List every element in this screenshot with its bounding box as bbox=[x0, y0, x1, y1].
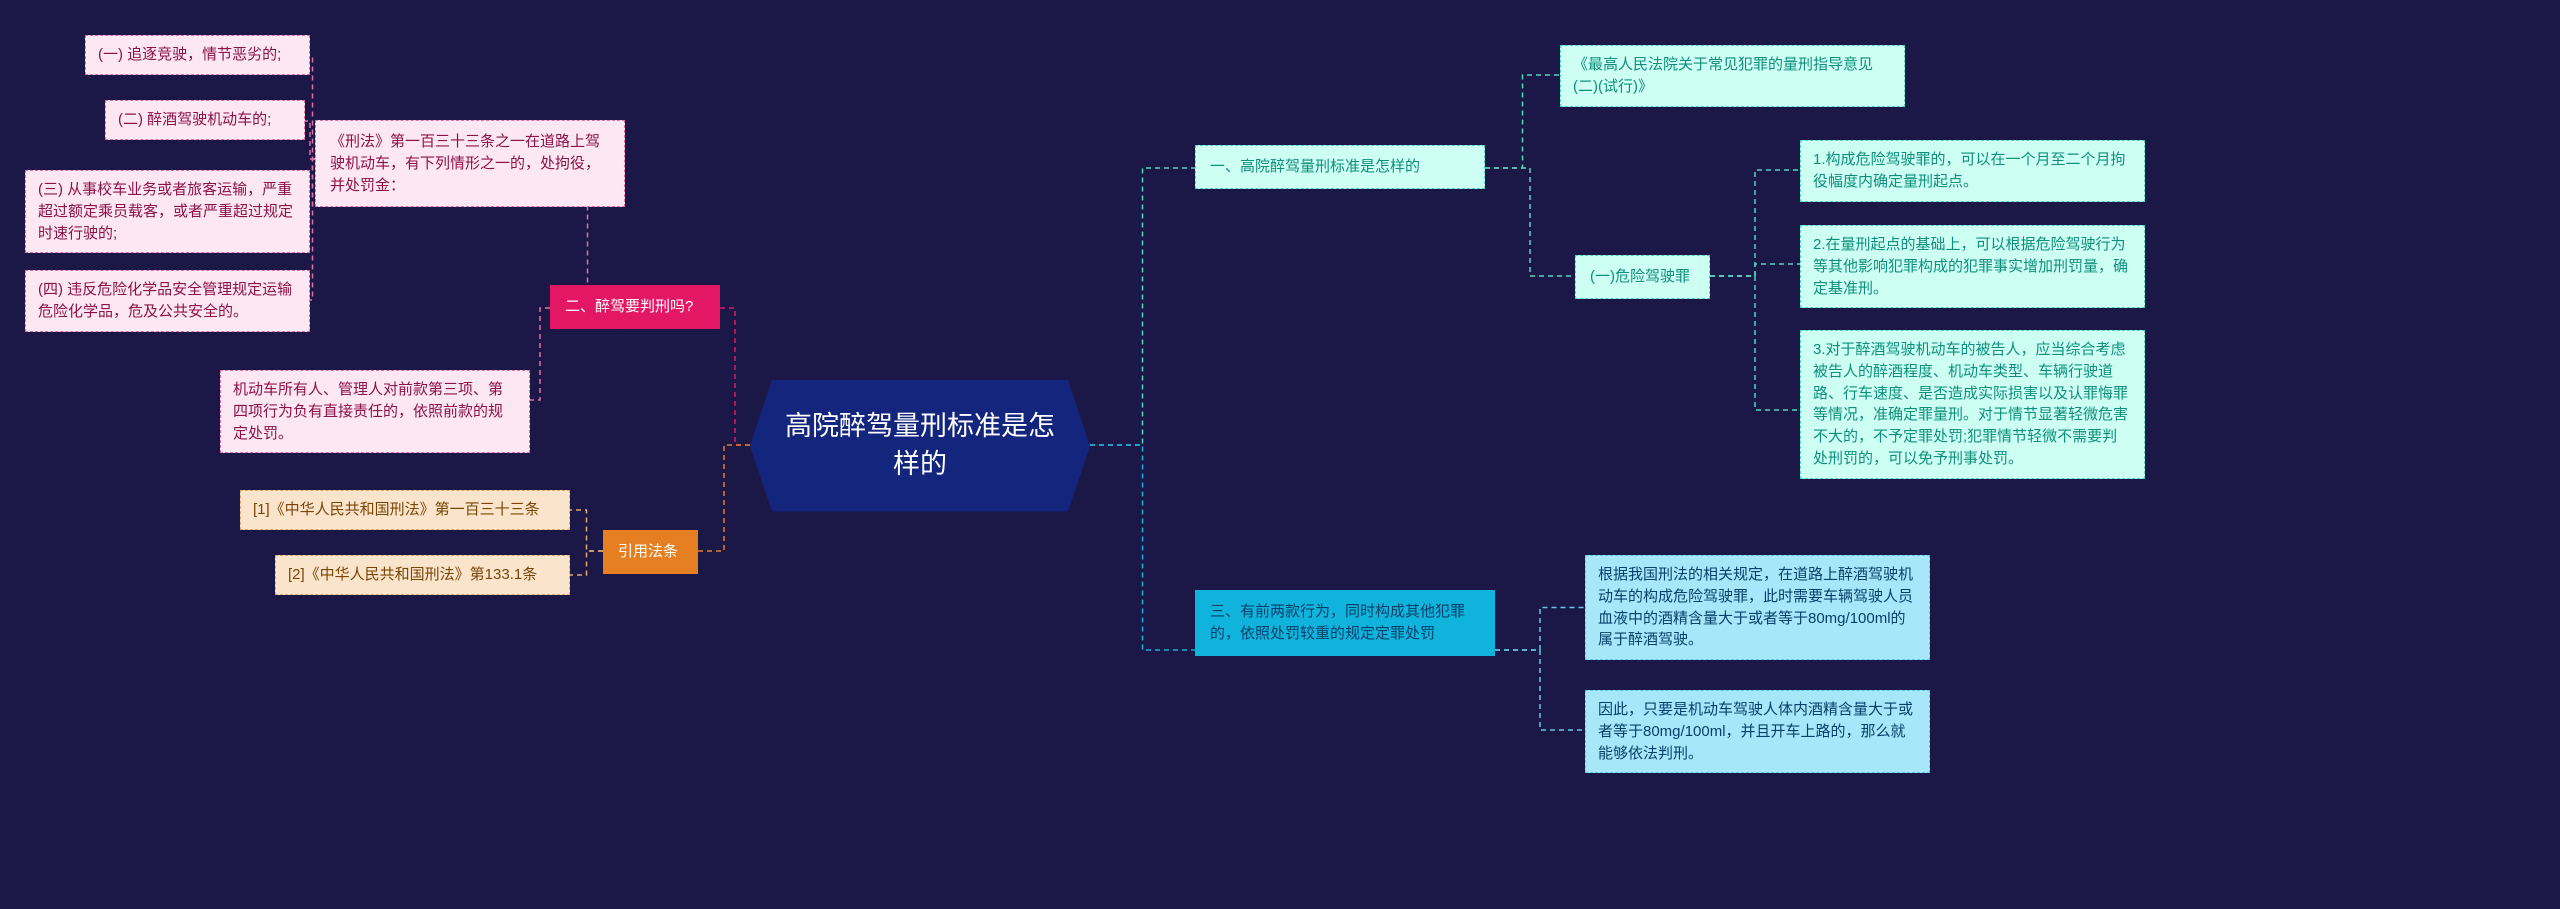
leaf-l_l21[interactable]: 机动车所有人、管理人对前款第三项、第四项行为负有直接责任的，依照前款的规定处罚。 bbox=[220, 370, 530, 453]
connector bbox=[720, 308, 750, 445]
leaf-l_r11[interactable]: 《最高人民法院关于常见犯罪的量刑指导意见(二)(试行)》 bbox=[1560, 45, 1905, 107]
connector bbox=[1710, 170, 1800, 276]
branch-b2[interactable]: 二、醉驾要判刑吗? bbox=[550, 285, 720, 329]
connector bbox=[1710, 276, 1800, 410]
connector bbox=[530, 308, 550, 400]
leaf-l_l11[interactable]: (一) 追逐竞驶，情节恶劣的; bbox=[85, 35, 310, 75]
leaf-l_r21[interactable]: 1.构成危险驾驶罪的，可以在一个月至二个月拘役幅度内确定量刑起点。 bbox=[1800, 140, 2145, 202]
connector bbox=[698, 445, 750, 551]
connector bbox=[1710, 264, 1800, 276]
leaf-l_r31[interactable]: 根据我国刑法的相关规定，在道路上醉酒驾驶机动车的构成危险驾驶罪，此时需要车辆驾驶… bbox=[1585, 555, 1930, 660]
connector bbox=[1485, 75, 1560, 168]
leaf-l_l12[interactable]: (二) 醉酒驾驶机动车的; bbox=[105, 100, 305, 140]
connector bbox=[305, 121, 315, 159]
connector bbox=[570, 551, 603, 575]
leaf-l_r32[interactable]: 因此，只要是机动车驾驶人体内酒精含量大于或者等于80mg/100ml，并且开车上… bbox=[1585, 690, 1930, 773]
connector bbox=[1090, 168, 1195, 445]
leaf-l_l13[interactable]: (三) 从事校车业务或者旅客运输，严重超过额定乘员载客，或者严重超过规定时速行驶… bbox=[25, 170, 310, 253]
connector bbox=[1090, 445, 1195, 650]
branch-b1sub[interactable]: (一)危险驾驶罪 bbox=[1575, 255, 1710, 299]
leaf-l_r23[interactable]: 3.对于醉酒驾驶机动车的被告人，应当综合考虑被告人的醉酒程度、机动车类型、车辆行… bbox=[1800, 330, 2145, 479]
connector bbox=[1485, 168, 1575, 276]
branch-b4[interactable]: 引用法条 bbox=[603, 530, 698, 574]
leaf-l_r22[interactable]: 2.在量刑起点的基础上，可以根据危险驾驶行为等其他影响犯罪构成的犯罪事实增加刑罚… bbox=[1800, 225, 2145, 308]
branch-b3[interactable]: 三、有前两款行为，同时构成其他犯罪的，依照处罚较重的规定定罪处罚 bbox=[1195, 590, 1495, 656]
leaf-l_l14[interactable]: (四) 违反危险化学品安全管理规定运输危险化学品，危及公共安全的。 bbox=[25, 270, 310, 332]
leaf-l_l32[interactable]: [2]《中华人民共和国刑法》第133.1条 bbox=[275, 555, 570, 595]
connector bbox=[1495, 608, 1585, 651]
leaf-l_l31[interactable]: [1]《中华人民共和国刑法》第一百三十三条 bbox=[240, 490, 570, 530]
connector bbox=[1495, 650, 1585, 730]
connector bbox=[570, 510, 603, 551]
branch-b2sub[interactable]: 《刑法》第一百三十三条之一在道路上驾驶机动车，有下列情形之一的，处拘役，并处罚金… bbox=[315, 120, 625, 207]
branch-b1[interactable]: 一、高院醉驾量刑标准是怎样的 bbox=[1195, 145, 1485, 189]
mindmap-root[interactable]: 高院醉驾量刑标准是怎样的 bbox=[750, 380, 1090, 512]
